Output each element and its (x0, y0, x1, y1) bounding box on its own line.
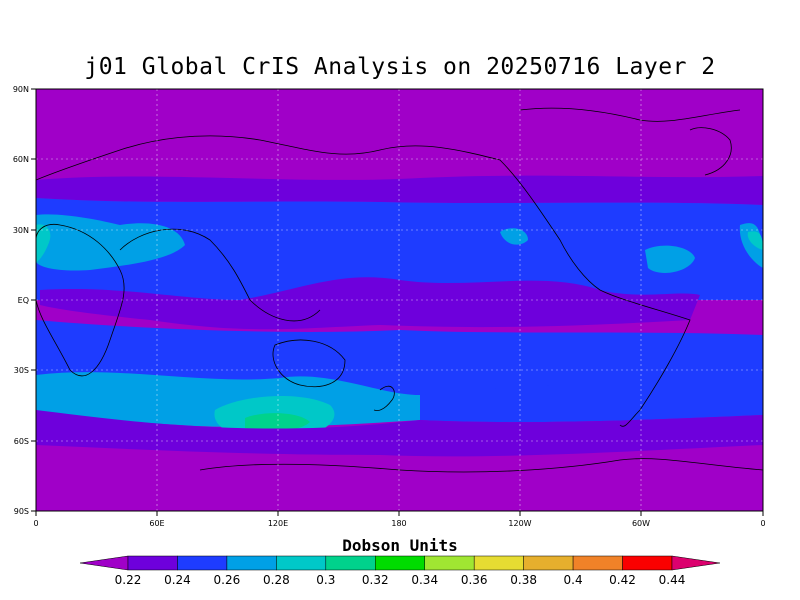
colorbar-label: 0.38 (510, 573, 537, 587)
colorbar-label: 0.4 (564, 573, 583, 587)
colorbar-segment (622, 555, 673, 571)
east-atlantic-030 (747, 231, 763, 250)
colorbar-label: 0.36 (461, 573, 488, 587)
colorbar-label: 0.28 (263, 573, 290, 587)
colorbar-segment (177, 555, 228, 571)
lat-tick-label: 90S (14, 507, 29, 516)
lon-tick-label: 180 (391, 519, 406, 528)
lon-axis: 0 60E 120E 180 120W 60W 0 (33, 511, 766, 528)
graticule (36, 89, 763, 511)
colorbar-segment (127, 555, 178, 571)
north-africa-030 (36, 224, 51, 262)
colorbar-label: 0.32 (362, 573, 389, 587)
map-title: j01 Global CrIS Analysis on 20250716 Lay… (84, 54, 716, 80)
colorbar-under-triangle (79, 555, 129, 571)
atlantic-pocket-028 (645, 245, 695, 273)
colorbar-over-triangle (671, 555, 721, 571)
lat-tick-label: 60N (13, 155, 29, 164)
lat-axis: 90N 60N 30N EQ 30S 60S 90S (13, 85, 36, 516)
coastlines (36, 107, 763, 473)
lon-tick-label: 0 (33, 519, 38, 528)
colorbar-segment (276, 555, 327, 571)
colorbar-segment (325, 555, 376, 571)
pacific-pocket-028 (500, 228, 528, 245)
colorbar-label: 0.22 (115, 573, 142, 587)
colorbar: 0.22 0.24 0.26 0.28 0.3 0.32 0.34 0.36 0.38 0.4 0.… (79, 555, 721, 587)
colorbar-segment (375, 555, 425, 571)
lat-tick-label: 60S (14, 437, 29, 446)
colorbar-segment (424, 555, 475, 571)
lat-tick-label: 30N (13, 226, 29, 235)
lat-tick-label: 30S (14, 366, 29, 375)
colorbar-label: 0.24 (164, 573, 191, 587)
colorbar-label: 0.44 (659, 573, 686, 587)
band-030n-026 (36, 198, 763, 307)
band-045s-026-east (420, 383, 763, 423)
colorbar-label: 0.34 (411, 573, 438, 587)
band-north-024 (36, 175, 763, 205)
lon-tick-label: 60W (632, 519, 650, 528)
lon-tick-label: 120E (268, 519, 288, 528)
colorbar-segment (226, 555, 277, 571)
colorbar-segment (473, 555, 524, 571)
band-060s-024 (36, 410, 763, 457)
lon-tick-label: 60E (149, 519, 164, 528)
colorbar-label: 0.26 (214, 573, 241, 587)
southern-high-032 (245, 413, 310, 432)
colorbar-label: 0.3 (316, 573, 335, 587)
ozone-field (36, 89, 763, 511)
colorbar-title: Dobson Units (342, 536, 458, 555)
lat-tick-label: EQ (18, 296, 29, 305)
band-eq-022 (40, 277, 700, 330)
colorbar-label: 0.42 (609, 573, 636, 587)
lon-tick-label: 120W (508, 519, 531, 528)
lon-tick-label: 0 (760, 519, 765, 528)
colorbar-segment (523, 555, 574, 571)
lat-tick-label: 90N (13, 85, 29, 94)
colorbar-segment (572, 555, 623, 571)
